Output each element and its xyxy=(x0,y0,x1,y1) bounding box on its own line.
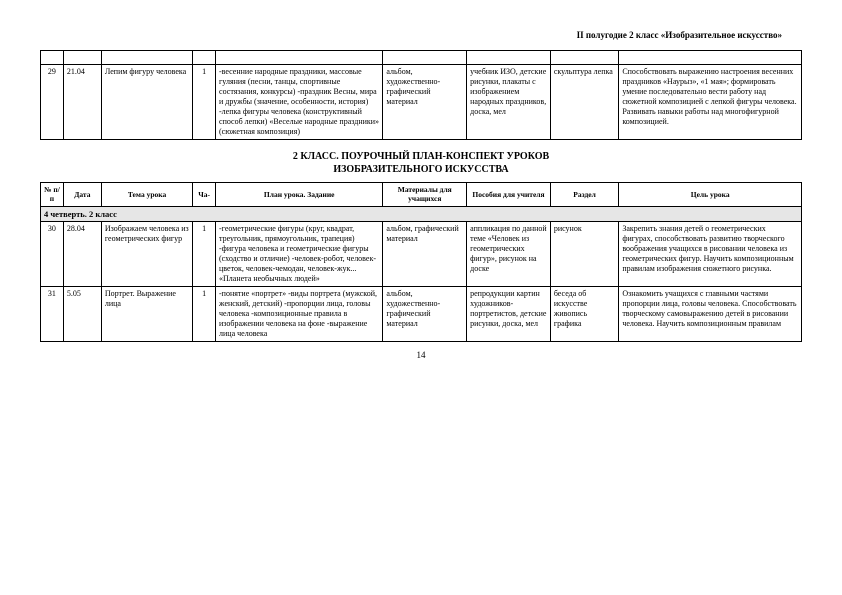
cell-aids: репродукции картин художников-портретист… xyxy=(467,287,551,342)
cell-num: 31 xyxy=(41,287,64,342)
section-title-line2: ИЗОБРАЗИТЕЛЬНОГО ИСКУССТВА xyxy=(333,164,508,175)
page-header: II полугодие 2 класс «Изобразительное ис… xyxy=(40,30,802,40)
cell-section: скульптура лепка xyxy=(550,65,618,140)
table-row: 31 5.05 Портрет. Выражение лица 1 -понят… xyxy=(41,287,802,342)
cell-section: рисунок xyxy=(550,222,618,287)
col-goal: Цель урока xyxy=(619,183,802,207)
cell-num: 30 xyxy=(41,222,64,287)
lesson-table-bottom: № п/п Дата Тема урока Ча- План урока. За… xyxy=(40,182,802,342)
col-num: № п/п xyxy=(41,183,64,207)
lesson-table-top: 29 21.04 Лепим фигуру человека 1 -весенн… xyxy=(40,50,802,140)
table-row: 30 28.04 Изображаем человека из геометри… xyxy=(41,222,802,287)
col-topic: Тема урока xyxy=(101,183,192,207)
quarter-row: 4 четверть. 2 класс xyxy=(41,206,802,222)
section-title-line1: 2 КЛАСС. ПОУРОЧНЫЙ ПЛАН-КОНСПЕКТ УРОКОВ xyxy=(293,151,549,162)
cell-materials: альбом, графический материал xyxy=(383,222,467,287)
col-date: Дата xyxy=(63,183,101,207)
table-row: 29 21.04 Лепим фигуру человека 1 -весенн… xyxy=(41,65,802,140)
cell-section: беседа об искусстве живопись графика xyxy=(550,287,618,342)
table-row xyxy=(41,51,802,65)
cell-num: 29 xyxy=(41,65,64,140)
col-materials: Материалы для учащихся xyxy=(383,183,467,207)
cell-hours: 1 xyxy=(193,222,216,287)
cell-hours: 1 xyxy=(193,287,216,342)
cell-hours: 1 xyxy=(193,65,216,140)
cell-topic: Изображаем человека из геометрических фи… xyxy=(101,222,192,287)
col-aids: Пособия для учителя xyxy=(467,183,551,207)
quarter-label: 4 четверть. 2 класс xyxy=(41,206,802,222)
cell-materials: альбом, художественно-графический матери… xyxy=(383,65,467,140)
col-plan: План урока. Задание xyxy=(216,183,383,207)
section-title: 2 КЛАСС. ПОУРОЧНЫЙ ПЛАН-КОНСПЕКТ УРОКОВ … xyxy=(40,150,802,176)
col-hours: Ча- xyxy=(193,183,216,207)
cell-topic: Лепим фигуру человека xyxy=(101,65,192,140)
cell-plan: -геометрические фигуры (круг, квадрат, т… xyxy=(216,222,383,287)
cell-topic: Портрет. Выражение лица xyxy=(101,287,192,342)
cell-plan: -весенние народные праздники, массовые г… xyxy=(216,65,383,140)
cell-goal: Закрепить знания детей о геометрических … xyxy=(619,222,802,287)
cell-date: 5.05 xyxy=(63,287,101,342)
col-section: Раздел xyxy=(550,183,618,207)
cell-goal: Ознакомить учащихся с главными частями п… xyxy=(619,287,802,342)
cell-aids: аппликация по данной теме «Человек из ге… xyxy=(467,222,551,287)
page-number: 14 xyxy=(40,350,802,360)
cell-goal: Способствовать выражению настроения весе… xyxy=(619,65,802,140)
cell-date: 28.04 xyxy=(63,222,101,287)
cell-date: 21.04 xyxy=(63,65,101,140)
cell-materials: альбом, художественно-графический матери… xyxy=(383,287,467,342)
cell-plan: -понятие «портрет» -виды портрета (мужск… xyxy=(216,287,383,342)
table-header-row: № п/п Дата Тема урока Ча- План урока. За… xyxy=(41,183,802,207)
cell-aids: учебник ИЗО, детские рисунки, плакаты с … xyxy=(467,65,551,140)
